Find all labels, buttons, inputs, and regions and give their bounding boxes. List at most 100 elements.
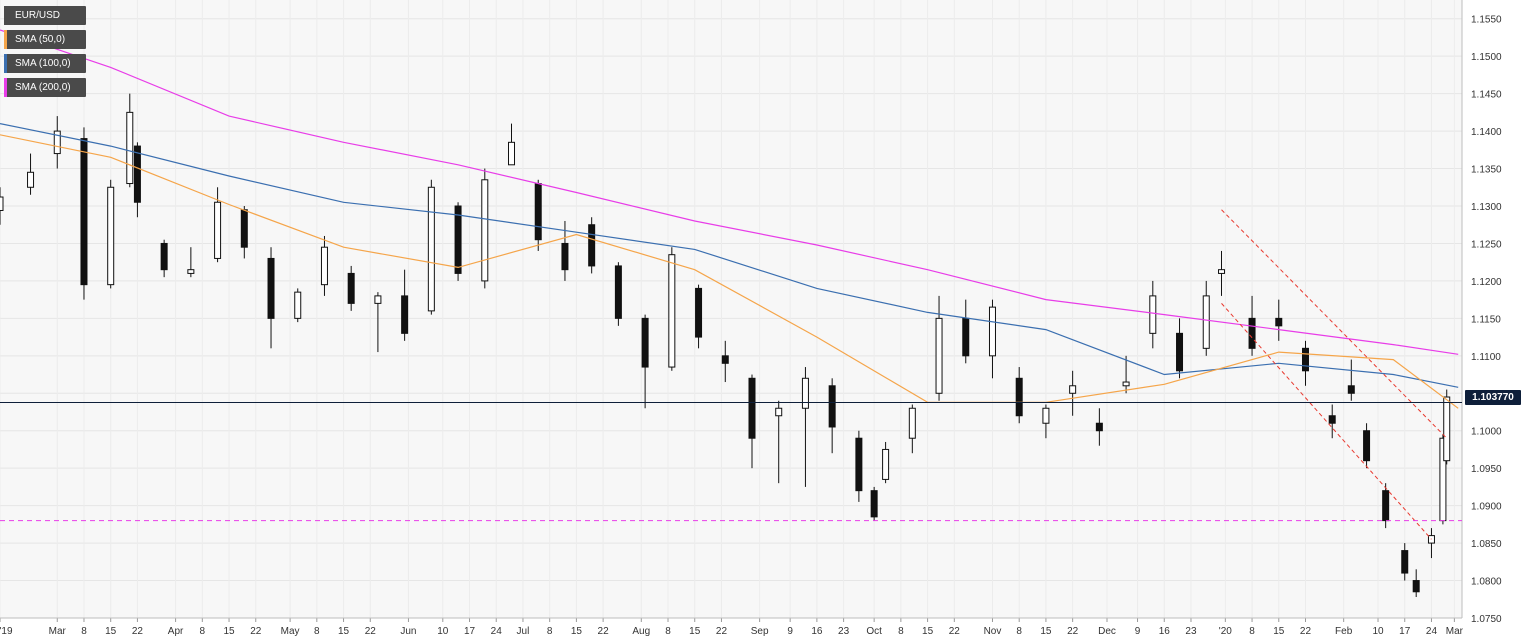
legend-swatch [4, 6, 7, 25]
x-tick-label: 8 [314, 626, 320, 637]
candle-body [721, 355, 729, 364]
candle-body [962, 317, 970, 357]
y-tick-label: 1.1250 [1471, 239, 1502, 250]
x-tick-label: 8 [1016, 626, 1022, 637]
candle-body [1328, 415, 1336, 424]
candle-body [1401, 550, 1409, 574]
candle-body [1347, 385, 1355, 394]
candle-body [748, 377, 756, 439]
x-tick-label: Nov [984, 626, 1002, 637]
candle-body [1363, 430, 1371, 462]
candle-body [561, 242, 569, 271]
x-tick-label: '19 [0, 626, 13, 637]
candle-body [882, 448, 890, 480]
candle-body [588, 224, 596, 267]
candle-body [80, 138, 88, 286]
x-tick-label: 8 [1249, 626, 1255, 637]
candle-body [695, 287, 703, 338]
y-tick-label: 1.1450 [1471, 90, 1502, 101]
y-tick-label: 1.1150 [1471, 314, 1501, 325]
x-tick-label: 8 [81, 626, 87, 637]
x-tick-label: Mar [49, 626, 67, 637]
x-tick-label: 24 [491, 626, 503, 637]
legend-item-sma-200[interactable]: SMA (200,0) [4, 78, 86, 97]
candle-body [401, 295, 409, 334]
candle-body [935, 317, 943, 394]
candle-body [641, 317, 649, 368]
candle-body [870, 490, 878, 518]
legend-label: SMA (100,0) [15, 58, 71, 69]
y-tick-label: 1.1500 [1471, 52, 1502, 63]
legend-item-sma-100[interactable]: SMA (100,0) [4, 54, 86, 73]
x-tick-label: 10 [1372, 626, 1384, 637]
x-tick-label: 8 [665, 626, 671, 637]
x-tick-label: '20 [1219, 626, 1232, 637]
x-tick-label: Mar [1446, 626, 1464, 637]
candle-body [1443, 396, 1451, 462]
trend-channel-line [1221, 303, 1432, 540]
candle-body [1042, 407, 1050, 424]
legend-item-instrument[interactable]: EUR/USD [4, 6, 86, 25]
candle-body [534, 183, 542, 241]
x-tick-label: 15 [1273, 626, 1285, 637]
y-tick-label: 1.0800 [1471, 577, 1502, 588]
x-tick-label: Aug [632, 626, 650, 637]
x-tick-label: 22 [365, 626, 377, 637]
x-tick-label: Dec [1098, 626, 1116, 637]
candle-body [1382, 490, 1390, 522]
candle-body [240, 209, 248, 248]
x-tick-label: 9 [787, 626, 793, 637]
candle-body [267, 257, 275, 319]
x-tick-label: 15 [689, 626, 701, 637]
candle-body [0, 196, 4, 211]
candle-body [1248, 317, 1256, 349]
x-tick-label: 8 [200, 626, 206, 637]
y-tick-label: 1.1550 [1471, 15, 1502, 26]
x-tick-label: 15 [338, 626, 350, 637]
x-tick-label: 16 [1159, 626, 1171, 637]
candle-body [508, 141, 516, 166]
candle-body [1275, 317, 1283, 327]
candle-body [1412, 580, 1420, 593]
candle-body [1122, 381, 1130, 387]
x-tick-label: 15 [571, 626, 583, 637]
legend-label: SMA (50,0) [15, 34, 66, 45]
y-tick-label: 1.0750 [1471, 614, 1502, 625]
legend-item-sma-50[interactable]: SMA (50,0) [4, 30, 86, 49]
y-tick-label: 1.1000 [1471, 427, 1502, 438]
candle-body [160, 242, 168, 271]
y-tick-label: 1.0950 [1471, 464, 1502, 475]
current-price-tag: 1.103770 [1465, 390, 1521, 405]
candle-body [988, 306, 996, 357]
x-tick-label: 8 [547, 626, 553, 637]
legend-label: SMA (200,0) [15, 82, 71, 93]
x-tick-label: 15 [105, 626, 117, 637]
candle-body [668, 254, 676, 368]
candle-body [214, 201, 222, 259]
sma-line-2000 [0, 29, 1459, 355]
candle-body [908, 407, 916, 439]
candle-body [1069, 385, 1077, 394]
x-tick-label: 22 [1300, 626, 1312, 637]
x-tick-label: 10 [437, 626, 449, 637]
legend-swatch [4, 54, 7, 73]
y-tick-label: 1.0900 [1471, 502, 1502, 513]
legend-swatch [4, 30, 7, 49]
candle-body [801, 377, 809, 409]
candle-body [27, 171, 35, 188]
candle-body [320, 246, 328, 286]
x-tick-label: 23 [1185, 626, 1197, 637]
candle-body [133, 145, 141, 203]
x-tick-label: Jul [517, 626, 530, 637]
y-tick-label: 1.1400 [1471, 127, 1502, 138]
candle-body [1176, 332, 1184, 372]
candle-body [775, 407, 783, 417]
x-tick-label: May [281, 626, 300, 637]
sma-line-1000 [0, 123, 1459, 388]
trend-channel-line [1221, 209, 1448, 439]
x-tick-label: 22 [132, 626, 144, 637]
x-tick-label: Jun [400, 626, 416, 637]
candle-body [107, 186, 115, 286]
